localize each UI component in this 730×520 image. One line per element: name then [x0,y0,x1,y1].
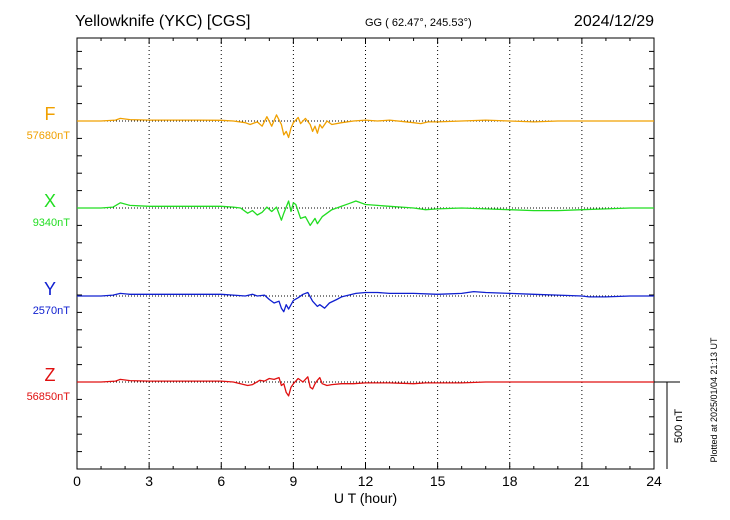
x-tick-label: 12 [358,473,374,489]
series-name-f: F [45,104,56,124]
x-tick-label: 21 [574,473,590,489]
series-name-y: Y [44,279,56,299]
plotted-timestamp: Plotted at 2025/01/04 21:13 UT [709,337,719,463]
chart-title: Yellowknife (YKC) [CGS] [75,13,250,30]
chart-date: 2024/12/29 [574,13,654,30]
scale-bar: 500 nT [654,381,685,469]
x-tick-label: 24 [646,473,662,489]
y-minor-ticks [77,50,654,453]
x-tick-label: 6 [217,473,225,489]
baseline-label-f: 57680nT [27,130,71,142]
baseline-label-z: 56850nT [27,391,71,403]
x-tick-label: 15 [430,473,446,489]
series-y: Y 2570nT [33,279,654,317]
baseline-label-y: 2570nT [33,305,71,317]
series-line-y [77,290,654,313]
series-line-f [77,114,654,139]
x-axis-ticks: 0 3 6 9 12 15 18 21 24 [73,38,662,489]
grid-lines [148,38,583,469]
x-tick-label: 0 [73,473,81,489]
series-layer: F 57680nT X 9340nT Y 2570nT Z 56850nT [27,104,654,403]
scale-bar-label: 500 nT [673,409,685,444]
x-axis-label: U T (hour) [334,490,397,506]
series-line-x [77,200,654,227]
series-name-z: Z [45,365,56,385]
series-x: X 9340nT [33,191,654,229]
x-tick-label: 9 [289,473,297,489]
chart-coords: GG ( 62.47°, 245.53°) [365,17,472,29]
series-name-x: X [44,191,56,211]
x-tick-label: 18 [502,473,518,489]
series-z: Z 56850nT [27,365,654,403]
baseline-label-x: 9340nT [33,217,71,229]
series-line-z [77,376,654,397]
series-f: F 57680nT [27,104,654,142]
x-tick-label: 3 [145,473,153,489]
